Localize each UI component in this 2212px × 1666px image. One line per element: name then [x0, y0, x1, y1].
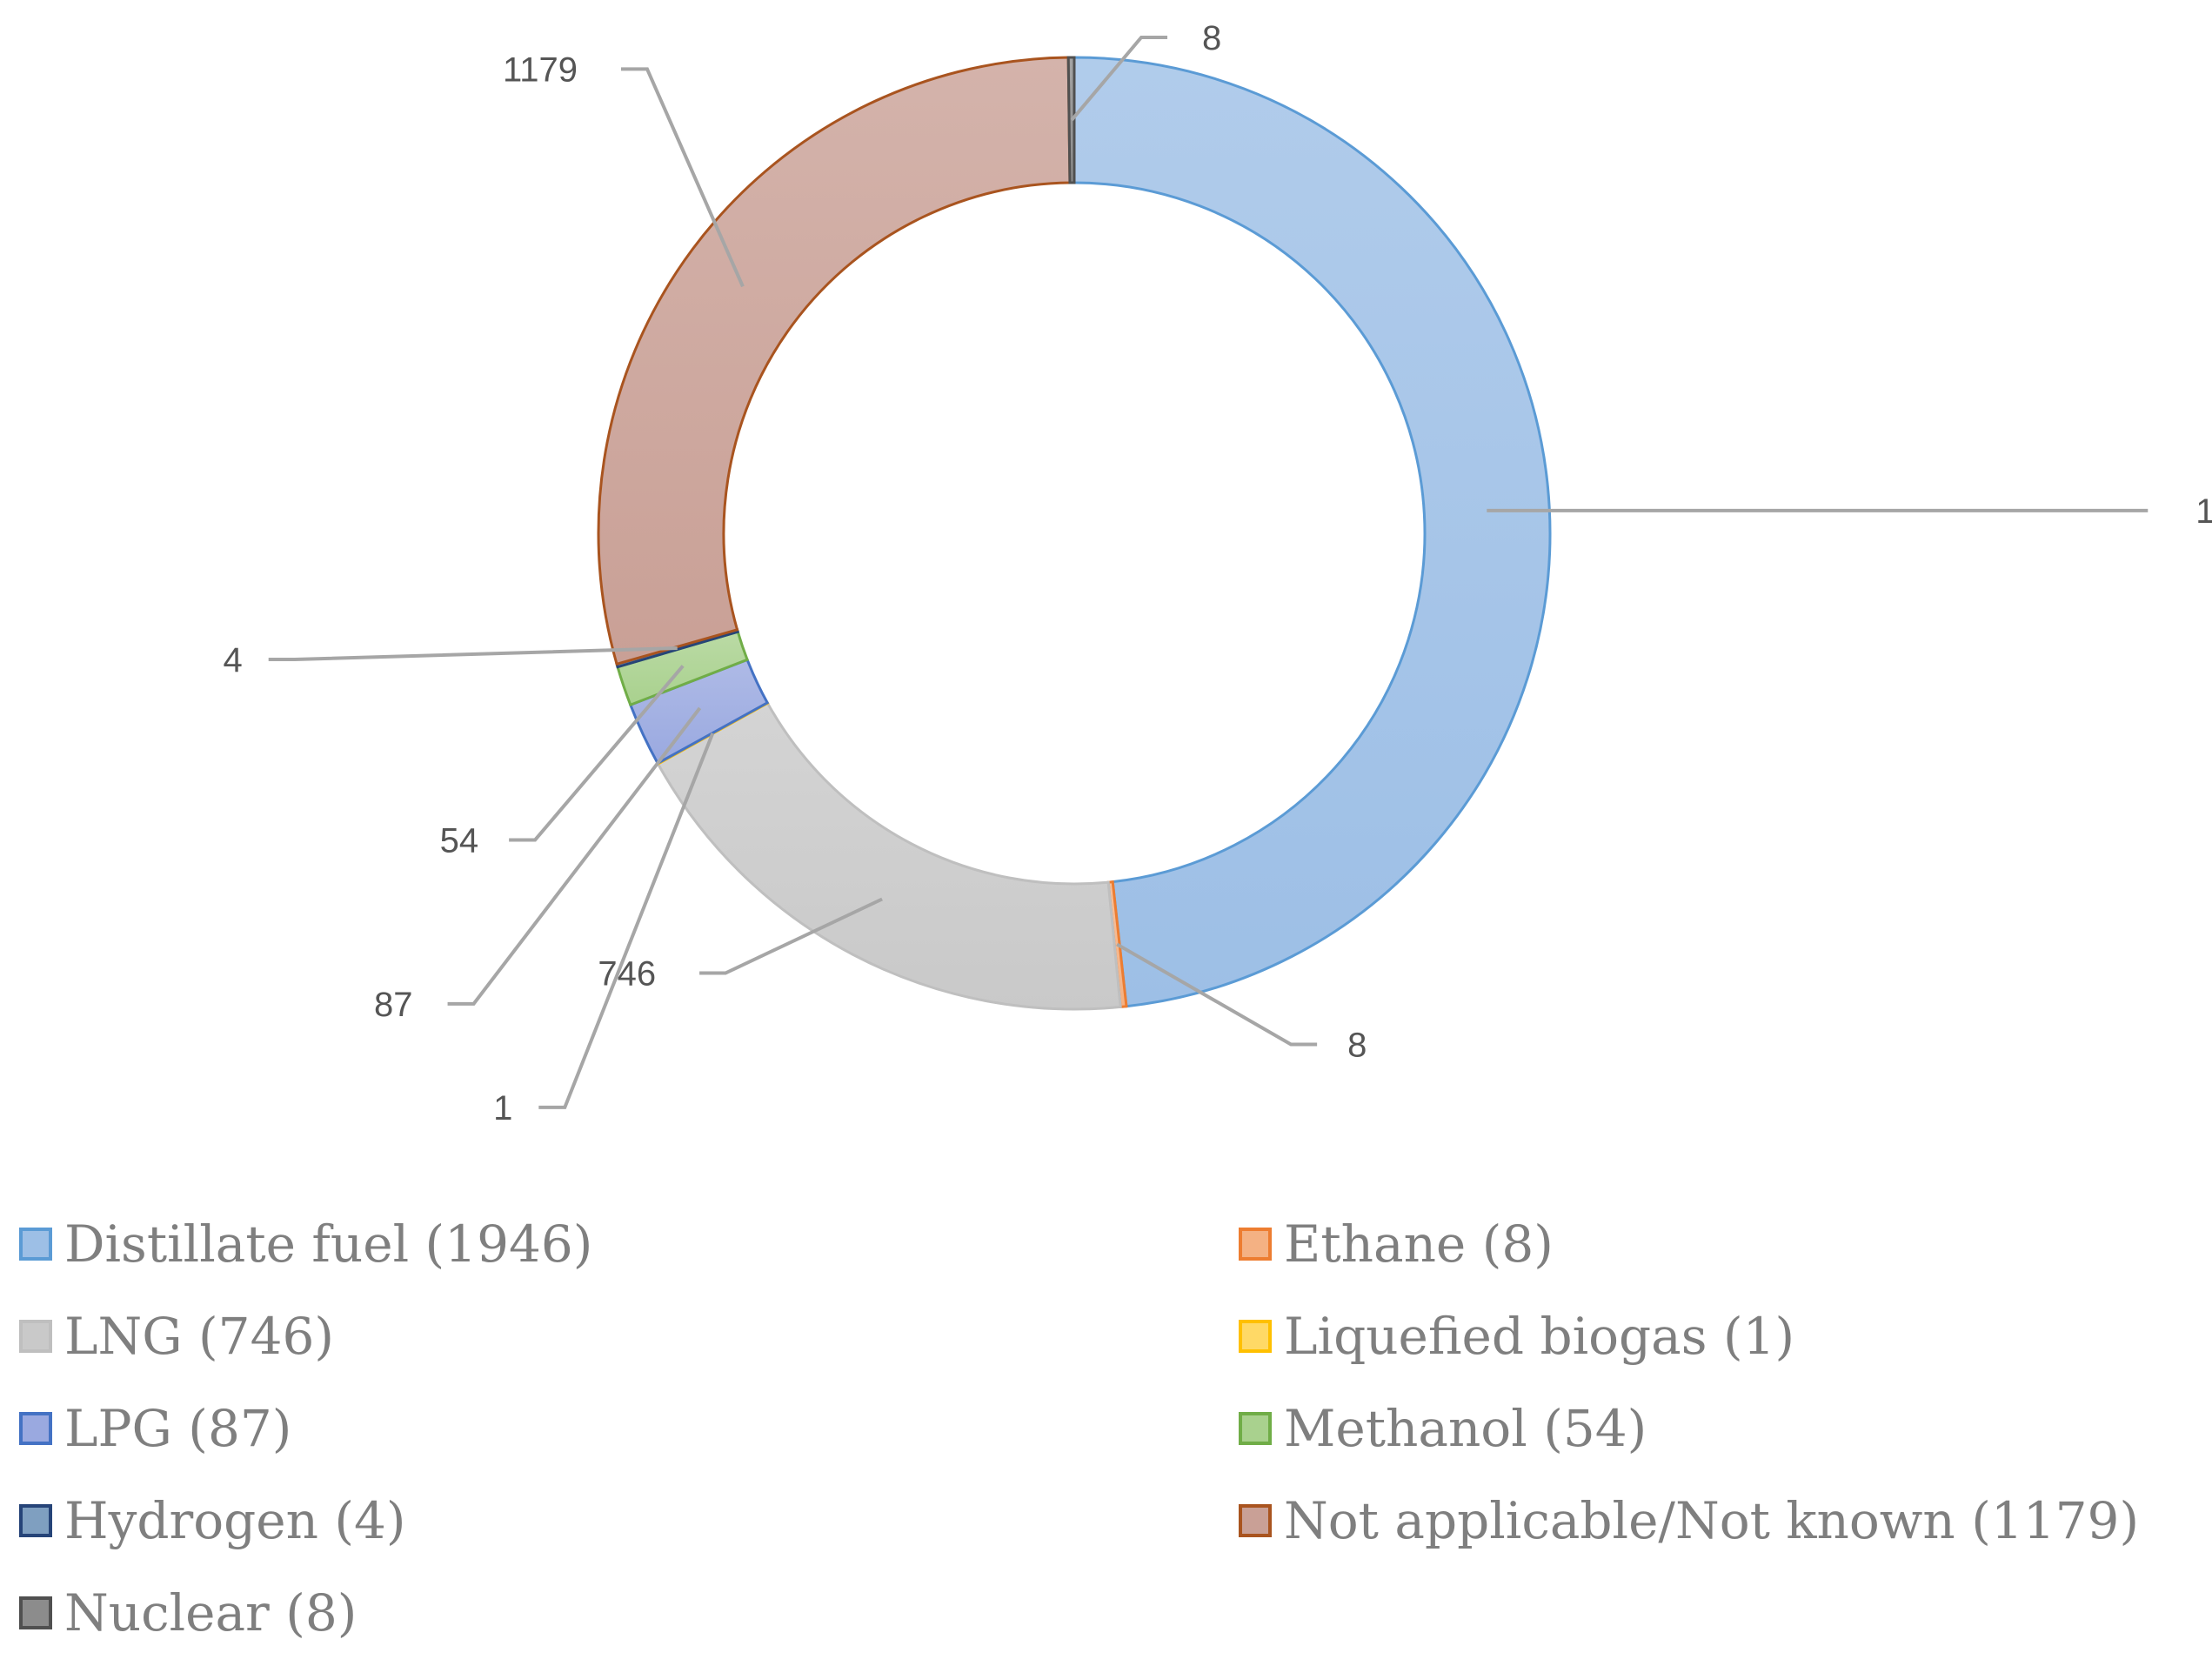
donut-chart-svg: 1946 8 746 1 87 54 4 1179 8 — [223, 19, 2212, 1127]
leader-line-1 — [1116, 942, 1318, 1047]
donut-slice-0 — [1073, 56, 1552, 1008]
donut-slice-8 — [1066, 56, 1076, 184]
legend-swatch — [19, 1596, 52, 1629]
donut-slice-2 — [656, 701, 1122, 1011]
legend-swatch — [19, 1228, 52, 1261]
leader-line-8 — [1070, 36, 1168, 122]
legend-item-3: Liquefied biogas (1) — [1239, 1304, 2194, 1368]
legend-label: Hydrogen (4) — [64, 1491, 406, 1550]
leader-line-4 — [447, 706, 702, 1006]
legend-label: Not applicable/Not known (1179) — [1284, 1491, 2140, 1550]
leader-line-7 — [620, 67, 745, 288]
legend-swatch — [1239, 1320, 1272, 1353]
legend-item-0: Distillate fuel (1946) — [19, 1212, 1239, 1276]
legend-label: Methanol (54) — [1284, 1399, 1647, 1458]
data-label-0: 1946 — [2195, 492, 2212, 531]
data-label-7: 1179 — [503, 50, 578, 89]
legend-swatch — [1239, 1228, 1272, 1261]
leader-line-2 — [699, 897, 883, 975]
data-label-8: 8 — [1202, 19, 1221, 57]
legend-label: Liquefied biogas (1) — [1284, 1307, 1795, 1366]
data-label-1: 8 — [1347, 1026, 1367, 1064]
legend-swatch — [1239, 1412, 1272, 1445]
leader-line-3 — [538, 733, 715, 1109]
legend-swatch — [19, 1504, 52, 1537]
leader-line-6 — [268, 646, 678, 661]
chart-legend: Distillate fuel (1946) Ethane (8) LNG (746… — [19, 1212, 2194, 1645]
legend-item-5: Methanol (54) — [1239, 1396, 2194, 1461]
legend-label: LPG (87) — [64, 1399, 292, 1458]
data-label-6: 4 — [223, 641, 242, 679]
legend-item-4: LPG (87) — [19, 1396, 1239, 1461]
legend-item-7: Not applicable/Not known (1179) — [1239, 1489, 2194, 1553]
legend-item-2: LNG (746) — [19, 1304, 1239, 1368]
data-label-5: 54 — [440, 821, 479, 860]
legend-label: Nuclear (8) — [64, 1583, 358, 1643]
data-label-4: 87 — [374, 986, 413, 1024]
legend-label: LNG (746) — [64, 1307, 334, 1366]
leader-line-5 — [509, 665, 685, 842]
legend-item-8: Nuclear (8) — [19, 1581, 1239, 1645]
legend-swatch — [1239, 1504, 1272, 1537]
legend-label: Distillate fuel (1946) — [64, 1214, 593, 1274]
donut-slice-7 — [597, 56, 1072, 666]
legend-item-6: Hydrogen (4) — [19, 1489, 1239, 1553]
legend-swatch — [19, 1412, 52, 1445]
data-label-3: 1 — [493, 1089, 512, 1127]
legend-item-1: Ethane (8) — [1239, 1212, 2194, 1276]
legend-swatch — [19, 1320, 52, 1353]
data-label-2: 746 — [598, 954, 656, 993]
legend-label: Ethane (8) — [1284, 1214, 1554, 1274]
